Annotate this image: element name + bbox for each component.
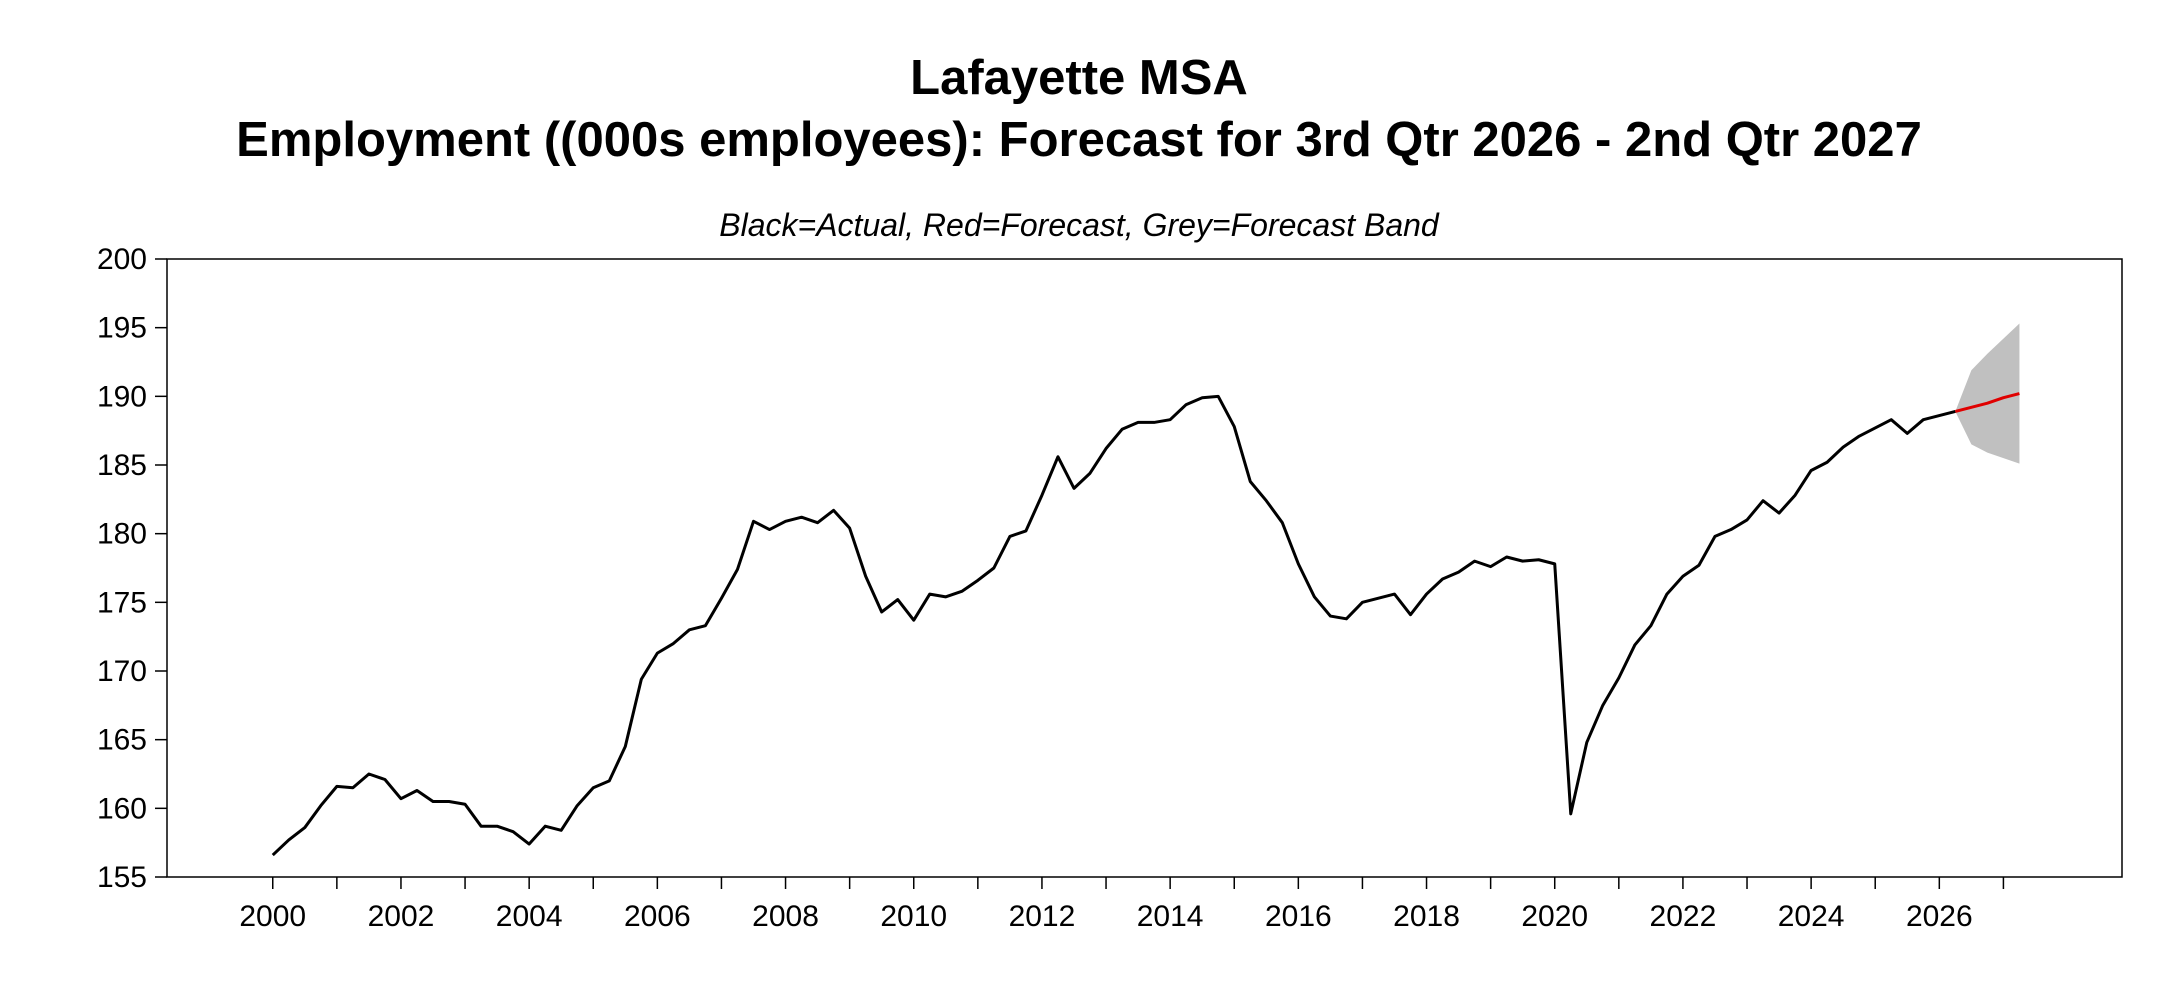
forecast-series-line (1954, 392, 2020, 413)
y-tick-label: 165 (97, 724, 147, 757)
x-tick-label: 2006 (624, 900, 691, 933)
x-tick-label: 2008 (752, 900, 819, 933)
x-tick-label: 2022 (1650, 900, 1717, 933)
actual-series-line (271, 394, 1956, 857)
x-tick-label: 2014 (1137, 900, 1204, 933)
x-tick-label: 2012 (1009, 900, 1076, 933)
x-tick-label: 2020 (1521, 900, 1588, 933)
y-tick-label: 200 (97, 243, 147, 276)
y-tick-label: 175 (97, 586, 147, 619)
plot-frame (166, 258, 2123, 878)
y-tick-label: 170 (97, 655, 147, 688)
x-tick-label: 2018 (1393, 900, 1460, 933)
x-tick-label: 2010 (880, 900, 947, 933)
y-tick-label: 190 (97, 380, 147, 413)
x-tick-label: 2004 (496, 900, 563, 933)
x-tick-label: 2026 (1906, 900, 1973, 933)
x-tick-label: 2024 (1778, 900, 1845, 933)
chart-title: Lafayette MSA (910, 51, 1248, 105)
series-layer (271, 392, 2020, 857)
chart-subtitle: Employment ((000s employees): Forecast f… (236, 113, 1922, 167)
y-tick-label: 195 (97, 312, 147, 345)
x-tick-label: 2002 (368, 900, 435, 933)
forecast-band-layer (1955, 323, 2020, 464)
chart-legend-note: Black=Actual, Red=Forecast, Grey=Forecas… (719, 207, 1439, 243)
y-tick-label: 155 (97, 861, 147, 894)
y-tick-label: 160 (97, 792, 147, 825)
x-tick-label: 2016 (1265, 900, 1332, 933)
y-tick-label: 180 (97, 518, 147, 551)
y-tick-label: 185 (97, 449, 147, 482)
forecast-band (1955, 323, 2020, 464)
axis-layer: 155 160 165 170 175 180 185 190 195 200 2000 2002 20… (97, 243, 2005, 933)
x-tick-label: 2000 (239, 900, 306, 933)
